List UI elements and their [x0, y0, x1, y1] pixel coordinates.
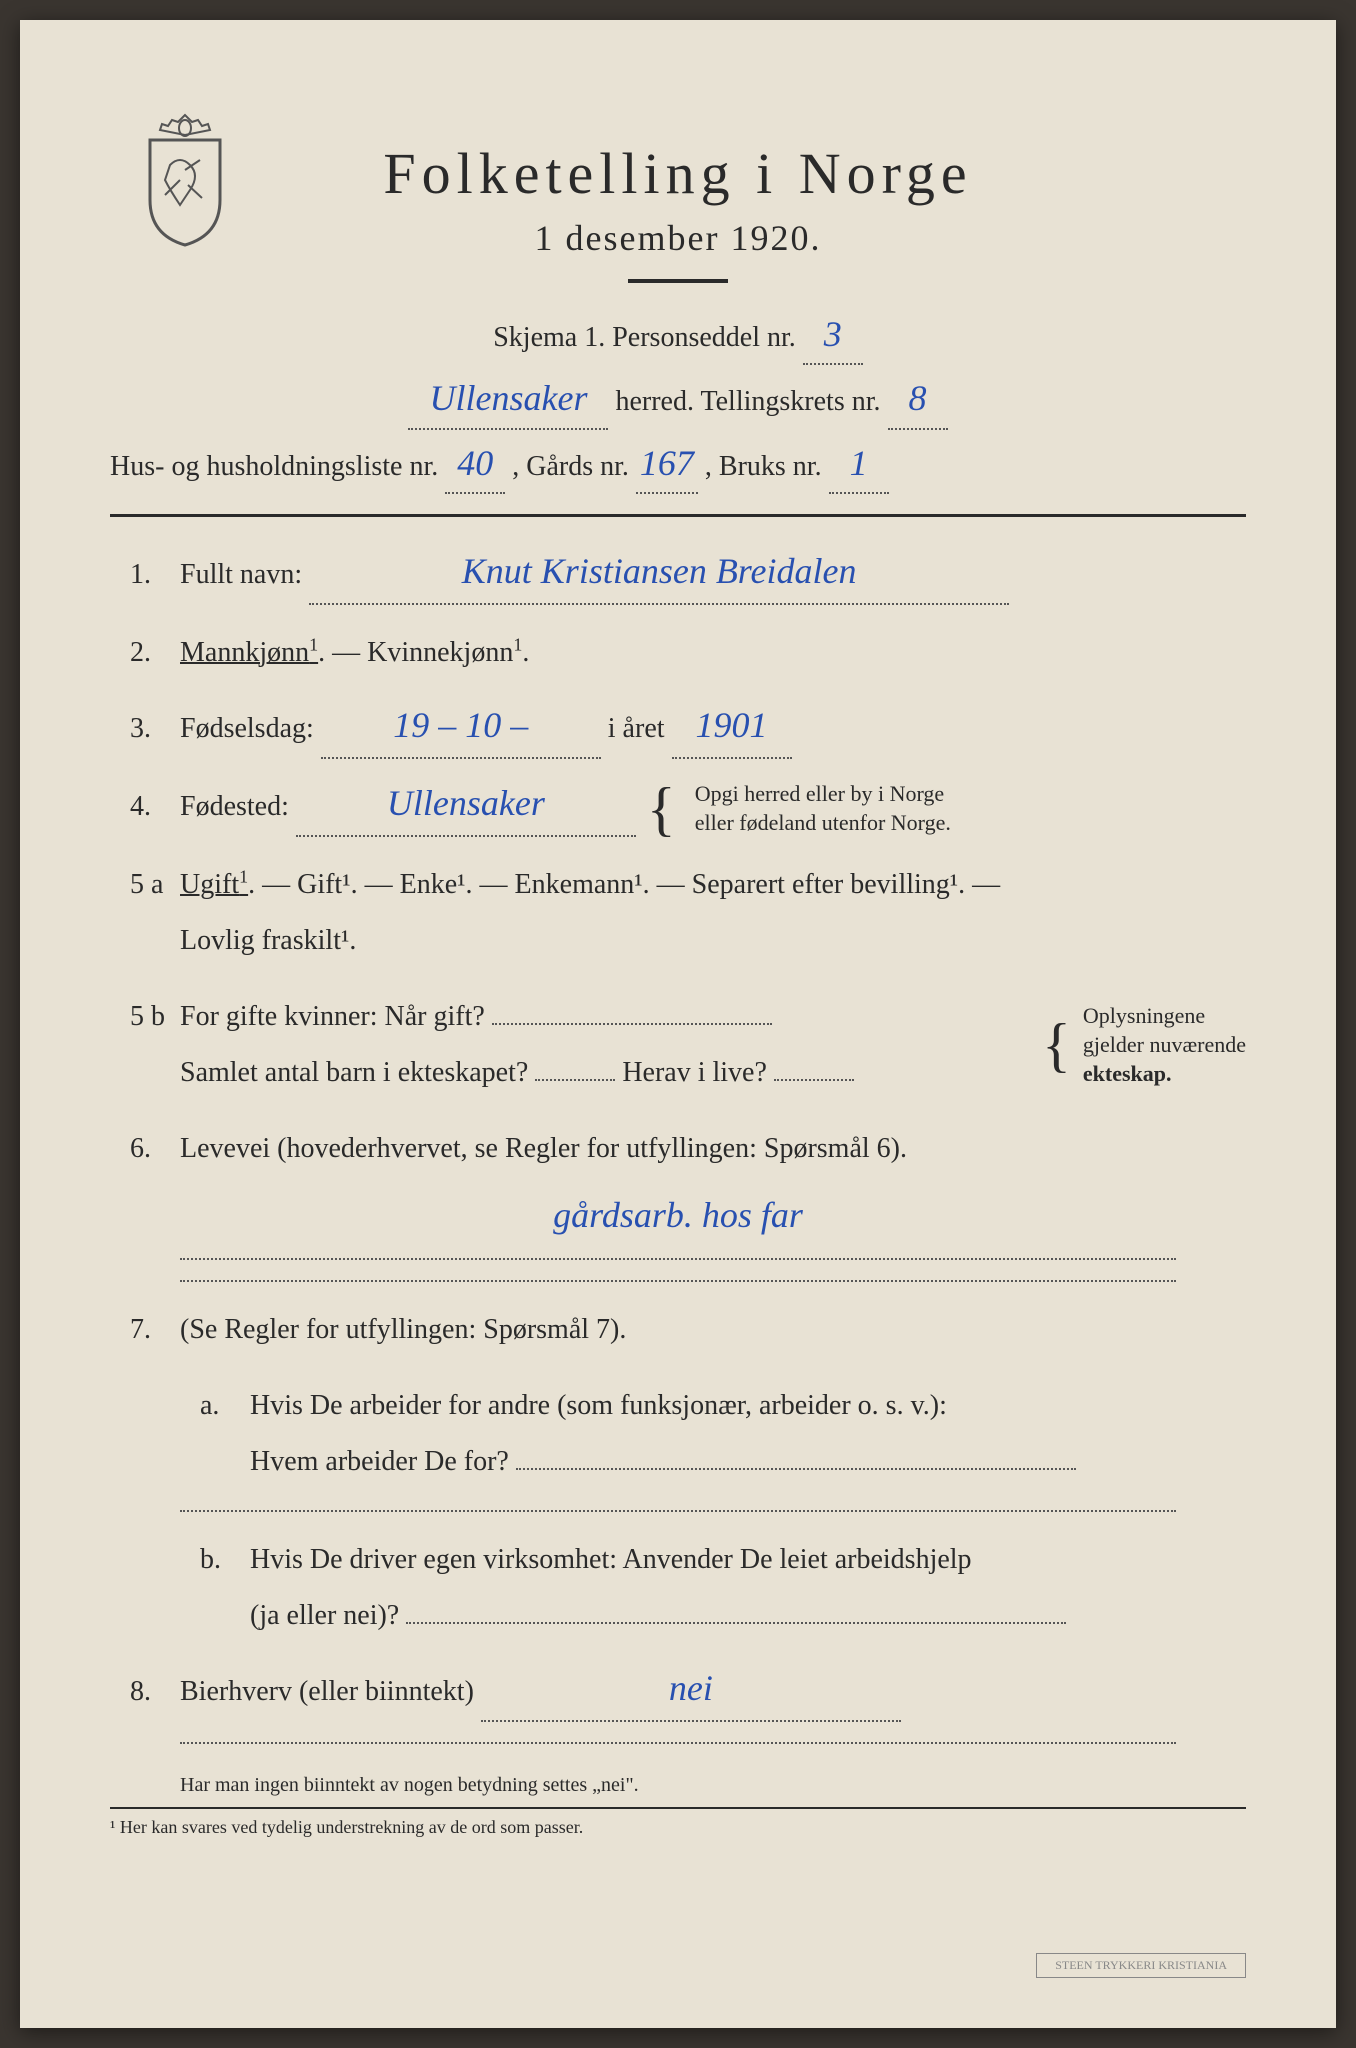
field-7b: b. Hvis De driver egen virksomhet: Anven…: [180, 1532, 1246, 1644]
field-label: Fødselsdag:: [180, 713, 314, 744]
bruks-nr: 1: [850, 445, 868, 481]
field-3: 3. Fødselsdag: 19 – 10 – i året 1901: [110, 701, 1246, 759]
7b-line2: (ja eller nei)?: [250, 1600, 399, 1631]
field-7a: a. Hvis De arbeider for andre (som funks…: [180, 1378, 1246, 1490]
field-5b: 5 b For gifte kvinner: Når gift? Samlet …: [110, 989, 1246, 1101]
herred-value: Ullensaker: [430, 380, 588, 416]
field-num: 3.: [110, 701, 180, 757]
personseddel-nr: 3: [824, 316, 842, 352]
marital-options: — Gift¹. — Enke¹. — Enkemann¹. — Separer…: [262, 869, 1000, 900]
bruks-label: , Bruks nr.: [705, 451, 822, 482]
gards-label: , Gårds nr.: [512, 451, 629, 482]
dotted-line: [180, 1258, 1176, 1260]
lovlig-fraskilt: Lovlig fraskilt¹.: [180, 925, 356, 956]
7b-line1: Hvis De driver egen virksomhet: Anvender…: [250, 1544, 972, 1575]
gards-nr: 167: [640, 445, 694, 481]
mannkjonn-selected: Mannkjønn1: [180, 637, 318, 668]
page-title: Folketelling i Norge: [110, 140, 1246, 207]
census-form-page: Folketelling i Norge 1 desember 1920. Sk…: [20, 20, 1336, 2028]
7a-line2: Hvem arbeider De for?: [250, 1446, 509, 1477]
field-num: 4.: [110, 779, 180, 835]
field-num: 8.: [110, 1664, 180, 1720]
ugift-selected: Ugift1: [180, 869, 248, 900]
herred-label: herred. Tellingskrets nr.: [615, 386, 880, 417]
herred-line: Ullensaker herred. Tellingskrets nr. 8: [110, 377, 1246, 429]
printer-stamp: STEEN TRYKKERI KRISTIANIA: [1036, 1953, 1246, 1978]
nar-gift-label: For gifte kvinner: Når gift?: [180, 1001, 485, 1032]
levevei-value-row: gårdsarb. hos far: [110, 1197, 1246, 1233]
page-subtitle: 1 desember 1920.: [110, 217, 1246, 259]
field-label: Fødested:: [180, 791, 289, 822]
dotted-line: [180, 1510, 1176, 1512]
ekteskap-note: Oplysningene gjelder nuværende ekteskap.: [1083, 1002, 1246, 1088]
field-7-label: (Se Regler for utfyllingen: Spørsmål 7).: [180, 1302, 1246, 1358]
field-label: Fullt navn:: [180, 559, 302, 590]
field-7: 7. (Se Regler for utfyllingen: Spørsmål …: [110, 1302, 1246, 1358]
field-num: 7.: [110, 1302, 180, 1358]
divider: [628, 279, 728, 283]
herav-live-label: Herav i live?: [622, 1057, 767, 1088]
field-num: 2.: [110, 625, 180, 681]
skjema-line: Skjema 1. Personseddel nr. 3: [110, 313, 1246, 365]
7a-line1: Hvis De arbeider for andre (som funksjon…: [250, 1390, 947, 1421]
bierhverv-value: nei: [669, 1670, 713, 1706]
birthyear-value: 1901: [696, 707, 768, 743]
year-label: i året: [608, 713, 665, 744]
coat-of-arms-icon: [130, 110, 240, 250]
section-divider: [110, 514, 1246, 517]
levevei-label: Levevei (hovederhvervet, se Regler for u…: [180, 1121, 1246, 1177]
skjema-label: Skjema 1. Personseddel nr.: [493, 322, 796, 353]
dotted-line: [180, 1280, 1176, 1282]
field-6: 6. Levevei (hovederhvervet, se Regler fo…: [110, 1121, 1246, 1177]
footer-note: Har man ingen biinntekt av nogen betydni…: [180, 1774, 1246, 1797]
levevei-value: gårdsarb. hos far: [553, 1197, 803, 1233]
tellingskrets-nr: 8: [909, 380, 927, 416]
dotted-line: [180, 1742, 1176, 1744]
sub-num: b.: [180, 1532, 250, 1588]
birthplace-value: Ullensaker: [387, 785, 545, 821]
birthplace-note: Opgi herred eller by i Norge eller fødel…: [695, 780, 951, 837]
sub-num: a.: [180, 1378, 250, 1434]
footnote: ¹ Her kan svares ved tydelig understrekn…: [110, 1807, 1246, 1838]
field-1: 1. Fullt navn: Knut Kristiansen Breidale…: [110, 547, 1246, 605]
field-8: 8. Bierhverv (eller biinntekt) nei: [110, 1664, 1246, 1722]
field-num: 5 a: [110, 857, 180, 913]
header: Folketelling i Norge 1 desember 1920.: [110, 140, 1246, 283]
bierhverv-label: Bierhverv (eller biinntekt): [180, 1676, 474, 1707]
field-4: 4. Fødested: Ullensaker { Opgi herred el…: [110, 779, 1246, 837]
field-2: 2. Mannkjønn1. — Kvinnekjønn1.: [110, 625, 1246, 681]
field-num: 1.: [110, 547, 180, 603]
field-5a: 5 a Ugift1. — Gift¹. — Enke¹. — Enkemann…: [110, 857, 1246, 969]
meta-block: Skjema 1. Personseddel nr. 3 Ullensaker …: [110, 313, 1246, 494]
hus-nr: 40: [457, 445, 493, 481]
hus-label: Hus- og husholdningsliste nr.: [110, 451, 438, 482]
antal-barn-label: Samlet antal barn i ekteskapet?: [180, 1057, 528, 1088]
field-num: 6.: [110, 1121, 180, 1177]
name-value: Knut Kristiansen Breidalen: [462, 553, 857, 589]
field-num: 5 b: [110, 989, 180, 1045]
birthdate-value: 19 – 10 –: [393, 707, 528, 743]
kvinnekjonn: — Kvinnekjønn: [332, 637, 513, 668]
hus-line: Hus- og husholdningsliste nr. 40 , Gårds…: [110, 442, 1246, 494]
